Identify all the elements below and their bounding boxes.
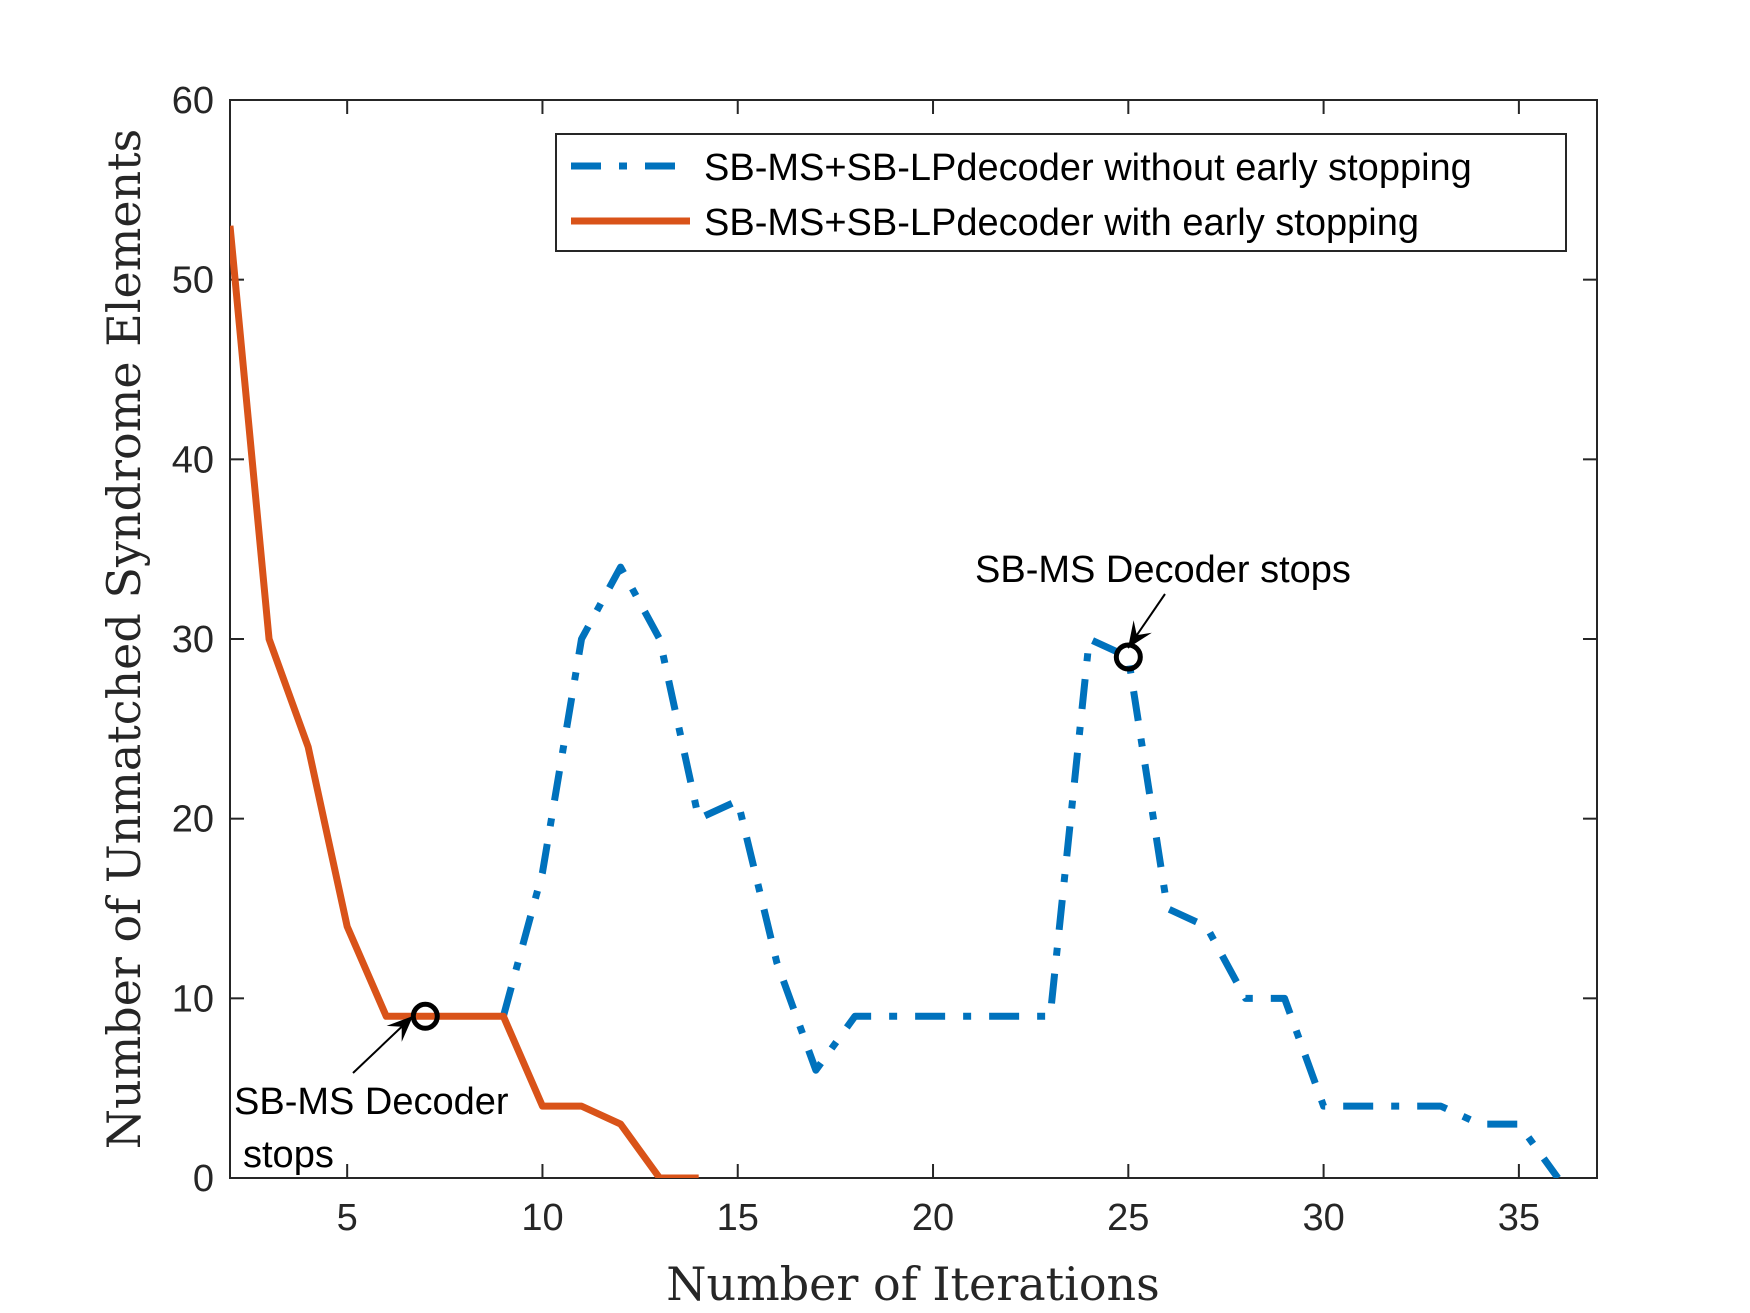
legend-label-with-early-stopping: SB-MS+SB-LPdecoder with early stopping — [704, 202, 1419, 244]
x-axis-ticks: 5 10 15 20 25 30 35 — [337, 100, 1540, 1239]
y-axis-ticks: 0 10 20 30 40 50 60 — [172, 80, 1597, 1200]
legend: SB-MS+SB-LPdecoder without early stoppin… — [555, 133, 1567, 252]
y-tick-label: 40 — [172, 439, 214, 481]
x-tick-label: 25 — [1107, 1197, 1149, 1239]
plot-area — [229, 99, 1598, 1179]
y-tick-label: 10 — [172, 978, 214, 1020]
x-tick-label: 20 — [912, 1197, 954, 1239]
x-tick-label: 5 — [337, 1197, 358, 1239]
series-line-with-early-stopping — [230, 225, 699, 1178]
annotation-text-line-1: SB-MS Decoder stops — [975, 549, 1351, 591]
y-tick-label: 60 — [172, 80, 214, 122]
annotation-sb-ms-stop-late: SB-MS Decoder stops — [975, 549, 1351, 672]
annotation-text-line-1: SB-MS Decoder — [234, 1081, 509, 1123]
x-axis-title: Number of Iterations — [666, 1257, 1160, 1311]
y-axis-title: Number of Unmatched Syndrome Elements — [97, 129, 151, 1150]
y-tick-label: 30 — [172, 619, 214, 661]
x-tick-label: 10 — [521, 1197, 563, 1239]
annotation-arrowhead — [1128, 620, 1152, 648]
x-tick-label: 30 — [1302, 1197, 1344, 1239]
y-tick-label: 0 — [193, 1158, 214, 1200]
x-tick-label: 35 — [1498, 1197, 1540, 1239]
annotation-sb-ms-stop-early: SB-MS Decoder stops — [234, 1001, 509, 1176]
stop-marker-circle — [1113, 642, 1143, 672]
legend-label-without-early-stopping: SB-MS+SB-LPdecoder without early stoppin… — [704, 147, 1472, 189]
legend-box — [555, 133, 1567, 252]
annotation-text-line-2: stops — [243, 1134, 334, 1176]
y-tick-label: 20 — [172, 799, 214, 841]
y-tick-label: 50 — [172, 260, 214, 302]
x-tick-label: 15 — [717, 1197, 759, 1239]
series-line-without-early-stopping — [500, 563, 1561, 1178]
annotation-arrowhead — [386, 1016, 413, 1042]
stop-marker-circle — [410, 1001, 440, 1031]
